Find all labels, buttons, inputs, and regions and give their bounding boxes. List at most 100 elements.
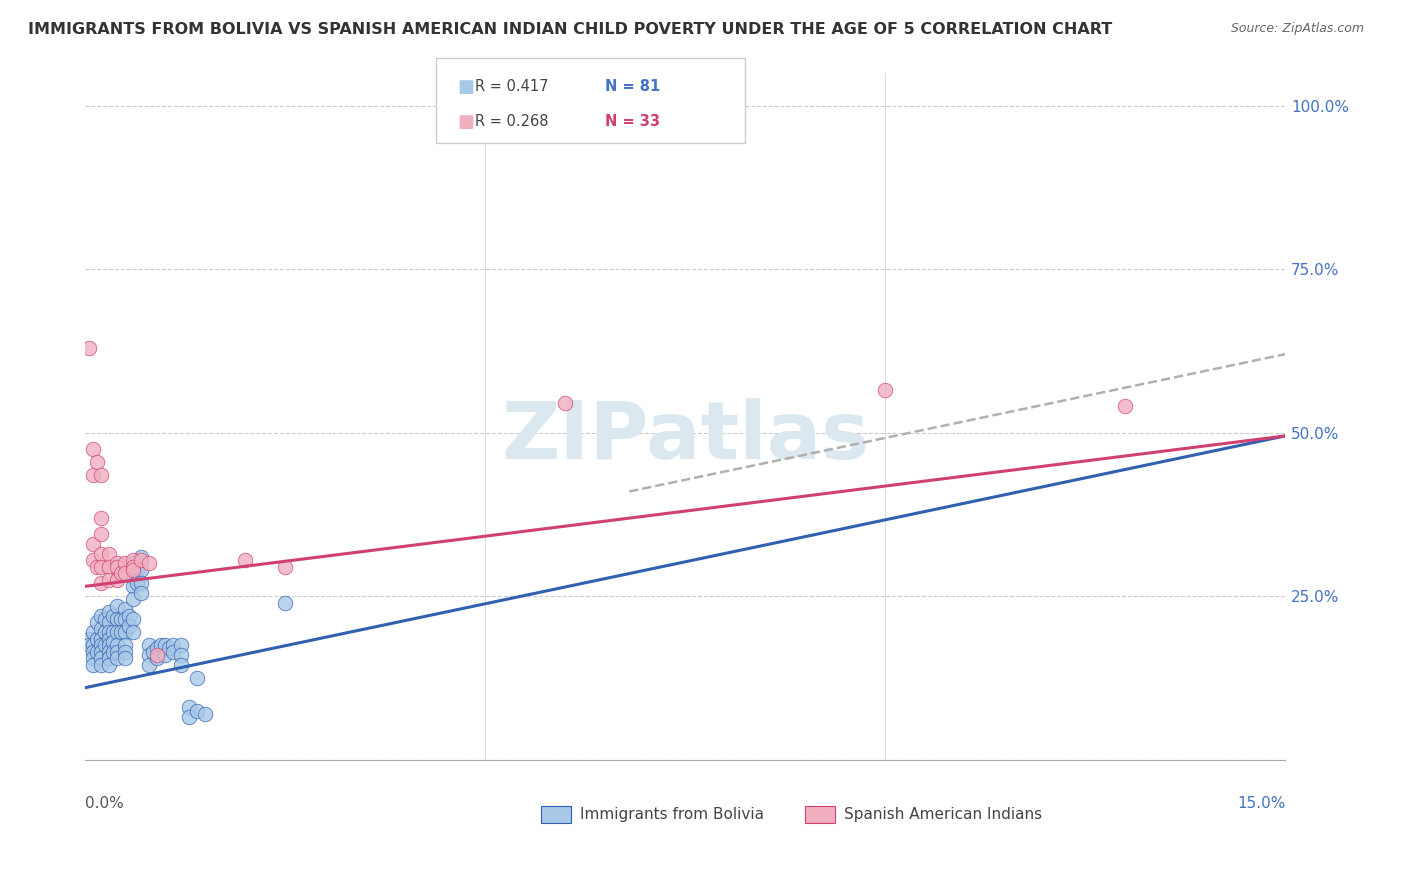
Point	[105, 645, 128, 659]
Point	[90, 468, 112, 483]
Point	[82, 537, 104, 551]
Text: ■: ■	[457, 78, 474, 95]
Point	[118, 618, 141, 632]
Point	[186, 671, 208, 685]
Point	[129, 549, 152, 564]
Point	[155, 638, 177, 652]
Point	[98, 632, 121, 646]
Point	[79, 632, 101, 646]
Point	[114, 638, 136, 652]
Point	[105, 651, 128, 665]
Point	[94, 638, 117, 652]
Point	[105, 557, 128, 571]
Point	[179, 700, 201, 714]
Text: N = 81: N = 81	[605, 79, 659, 95]
Point	[86, 645, 108, 659]
Point	[170, 638, 193, 652]
Point	[127, 563, 149, 577]
Point	[90, 651, 112, 665]
Point	[233, 553, 256, 567]
Point	[90, 608, 112, 623]
Point	[98, 657, 121, 672]
Point	[105, 625, 128, 640]
Point	[170, 657, 193, 672]
Point	[122, 559, 145, 574]
Point	[103, 635, 125, 649]
Point	[82, 638, 104, 652]
Point	[98, 615, 121, 630]
Point	[146, 651, 169, 665]
Point	[129, 586, 152, 600]
Point	[98, 573, 121, 587]
Point	[98, 638, 121, 652]
Point	[82, 657, 104, 672]
Point	[554, 396, 576, 410]
Point	[103, 608, 125, 623]
Point	[122, 569, 145, 583]
Point	[105, 638, 128, 652]
Point	[105, 573, 128, 587]
Point	[122, 579, 145, 593]
Point	[114, 612, 136, 626]
Point	[875, 383, 897, 397]
Point	[138, 557, 160, 571]
Point	[98, 625, 121, 640]
Point	[105, 599, 128, 613]
Point	[122, 563, 145, 577]
Point	[122, 553, 145, 567]
Point	[86, 632, 108, 646]
Text: R = 0.417: R = 0.417	[475, 79, 548, 95]
Point	[79, 341, 101, 355]
Point	[90, 622, 112, 636]
Point	[103, 645, 125, 659]
Point	[129, 553, 152, 567]
Point	[90, 576, 112, 591]
Point	[157, 641, 180, 656]
Point	[127, 576, 149, 591]
Point	[122, 625, 145, 640]
Text: 15.0%: 15.0%	[1237, 796, 1285, 811]
Point	[118, 608, 141, 623]
Point	[90, 645, 112, 659]
Point	[90, 547, 112, 561]
Point	[194, 706, 217, 721]
Point	[114, 566, 136, 581]
Point	[179, 710, 201, 724]
Text: Spanish American Indians: Spanish American Indians	[844, 807, 1042, 822]
Text: Source: ZipAtlas.com: Source: ZipAtlas.com	[1230, 22, 1364, 36]
Point	[1114, 400, 1136, 414]
Point	[98, 547, 121, 561]
Text: R = 0.268: R = 0.268	[475, 114, 548, 129]
Point	[90, 559, 112, 574]
Point	[103, 625, 125, 640]
Point	[274, 596, 297, 610]
Point	[146, 641, 169, 656]
Point	[162, 638, 184, 652]
Point	[110, 625, 132, 640]
Bar	[541, 806, 571, 823]
Point	[105, 612, 128, 626]
Point	[155, 648, 177, 662]
Point	[122, 557, 145, 571]
Point	[98, 651, 121, 665]
Point	[122, 612, 145, 626]
Point	[94, 625, 117, 640]
Point	[274, 559, 297, 574]
Point	[90, 657, 112, 672]
Point	[86, 559, 108, 574]
Point	[86, 455, 108, 469]
Point	[90, 632, 112, 646]
Point	[86, 615, 108, 630]
Point	[79, 638, 101, 652]
Text: IMMIGRANTS FROM BOLIVIA VS SPANISH AMERICAN INDIAN CHILD POVERTY UNDER THE AGE O: IMMIGRANTS FROM BOLIVIA VS SPANISH AMERI…	[28, 22, 1112, 37]
Text: ■: ■	[457, 112, 474, 130]
Point	[90, 510, 112, 524]
Point	[98, 645, 121, 659]
Point	[82, 625, 104, 640]
Point	[150, 638, 173, 652]
Point	[82, 645, 104, 659]
Point	[82, 553, 104, 567]
Point	[114, 645, 136, 659]
Point	[146, 648, 169, 662]
Bar	[806, 806, 835, 823]
